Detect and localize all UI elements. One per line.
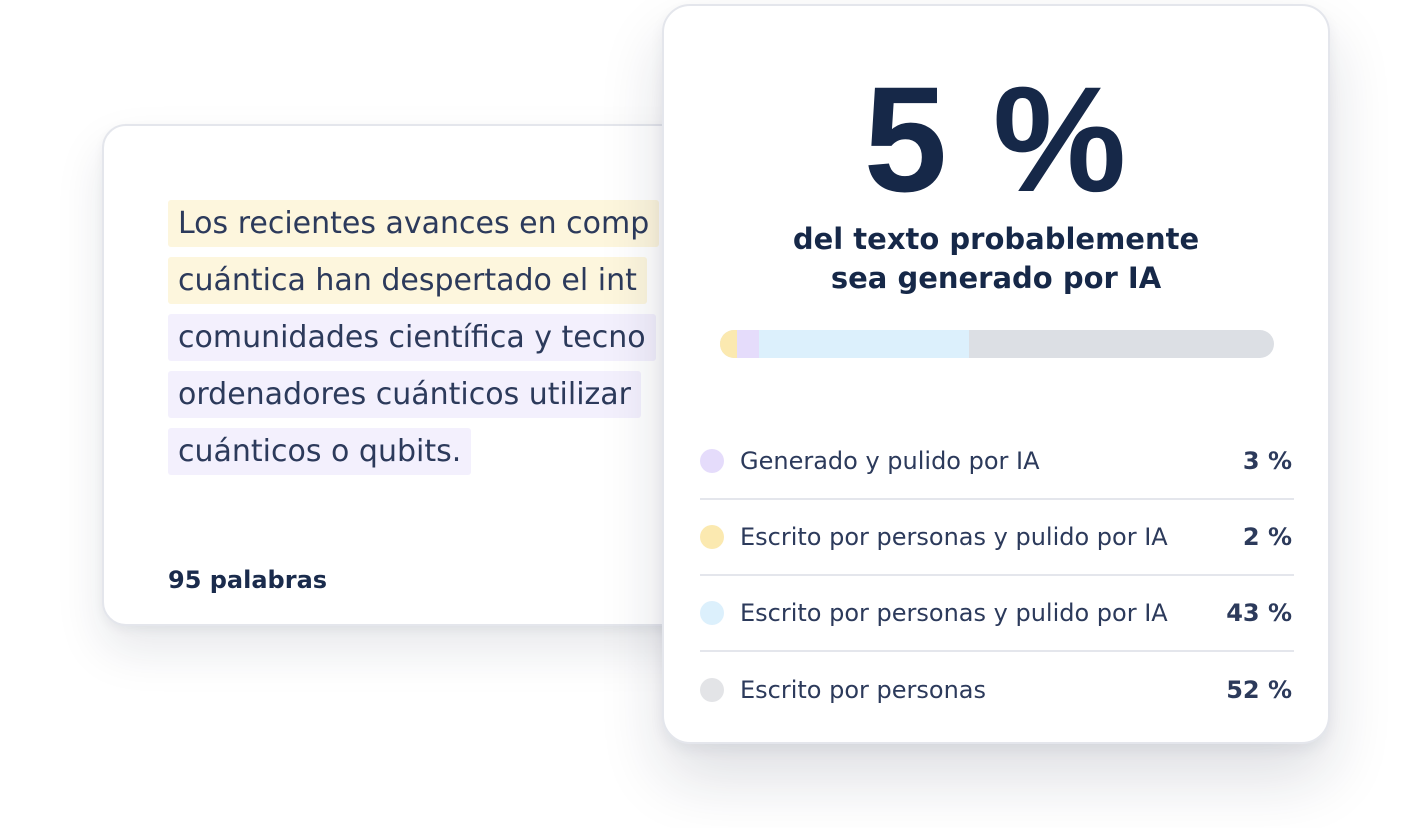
legend-value: 52 % <box>1226 676 1292 704</box>
progress-bar-segment <box>736 330 759 358</box>
text-line-segment: cuántica han despertado el int <box>168 257 647 304</box>
ai-score-progress-bar <box>720 330 1274 358</box>
legend-row: Escrito por personas y pulido por IA 43 … <box>700 576 1294 652</box>
text-line-segment: cuánticos o qubits. <box>168 428 472 475</box>
legend-value: 2 % <box>1242 523 1292 551</box>
legend-row: Generado y pulido por IA 3 % <box>700 424 1294 500</box>
text-line: ordenadores cuánticos utilizar <box>168 371 764 428</box>
text-line: cuánticos o qubits. <box>168 428 764 485</box>
ai-score-caption-line: sea generado por IA <box>830 261 1162 295</box>
ai-score-caption: del texto probablemente sea generado por… <box>664 220 1328 298</box>
highlighted-text: Los recientes avances en comp cuántica h… <box>168 200 764 485</box>
ai-score-card: 5 % del texto probablemente sea generado… <box>662 4 1330 744</box>
ai-score-caption-line: del texto probablemente <box>792 222 1200 256</box>
legend-dot-icon <box>700 601 724 625</box>
legend-row: Escrito por personas 52 % <box>700 652 1294 728</box>
analyzed-text-card: Los recientes avances en comp cuántica h… <box>102 124 766 626</box>
legend-label: Generado y pulido por IA <box>740 447 1040 475</box>
legend-dot-icon <box>700 678 724 702</box>
text-line-segment: ordenadores cuánticos utilizar <box>168 371 642 418</box>
legend-value: 43 % <box>1226 599 1292 627</box>
legend-value: 3 % <box>1242 447 1292 475</box>
progress-bar-segment <box>720 330 737 358</box>
ai-score-percentage: 5 % <box>863 55 1129 223</box>
progress-bar-segment <box>758 330 970 358</box>
text-line: Los recientes avances en comp <box>168 200 764 257</box>
text-line: comunidades científica y tecno <box>168 314 764 371</box>
legend-label: Escrito por personas <box>740 676 987 704</box>
text-line-segment: Los recientes avances en comp <box>168 200 660 247</box>
legend-dot-icon <box>700 525 724 549</box>
legend-dot-icon <box>700 449 724 473</box>
text-line-segment: comunidades científica y tecno <box>168 314 656 361</box>
legend-label: Escrito por personas y pulido por IA <box>740 599 1168 627</box>
legend-row: Escrito por personas y pulido por IA 2 % <box>700 500 1294 576</box>
score-legend: Generado y pulido por IA 3 % Escrito por… <box>700 424 1294 728</box>
text-line: cuántica han despertado el int <box>168 257 764 314</box>
legend-label: Escrito por personas y pulido por IA <box>740 523 1168 551</box>
word-count: 95 palabras <box>168 566 328 594</box>
